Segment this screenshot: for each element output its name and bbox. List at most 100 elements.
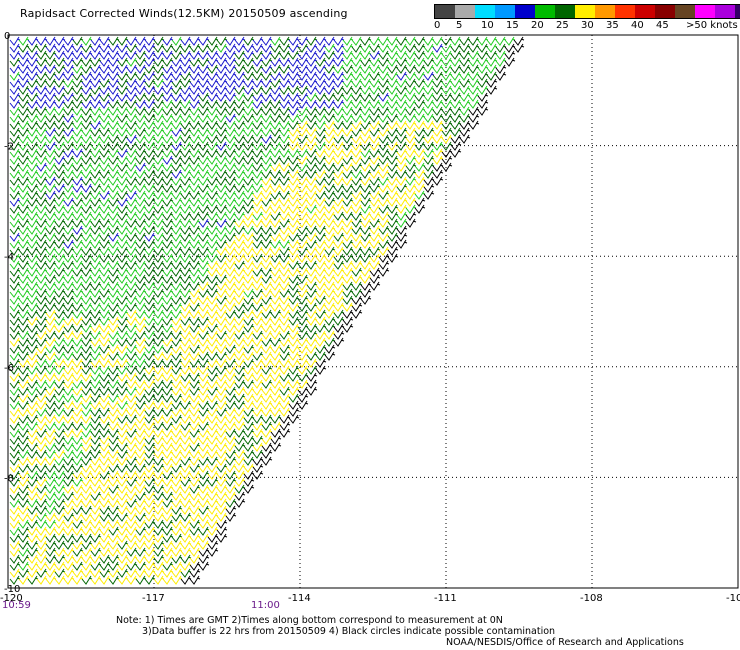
wind-barb <box>252 50 264 60</box>
wind-barb <box>369 85 381 95</box>
wind-barb <box>18 344 30 354</box>
wind-barb <box>198 344 210 354</box>
wind-barb <box>90 323 102 333</box>
wind-barb <box>423 85 435 95</box>
wind-barb <box>180 288 192 298</box>
wind-barb <box>18 260 30 270</box>
wind-barb <box>135 302 147 312</box>
wind-barb <box>198 477 210 487</box>
wind-barb <box>81 498 93 508</box>
wind-barb <box>81 463 93 473</box>
wind-barb <box>72 197 84 207</box>
wind-barb <box>108 218 120 228</box>
wind-barb <box>288 176 300 186</box>
wind-barb <box>171 225 183 235</box>
wind-barb <box>135 92 147 102</box>
wind-barb <box>270 113 282 123</box>
wind-barb <box>63 274 75 284</box>
wind-barb <box>9 232 21 242</box>
wind-barb <box>72 288 84 298</box>
wind-barb <box>198 176 210 186</box>
wind-barb <box>360 78 372 88</box>
wind-barb <box>198 372 210 382</box>
wind-barb <box>423 92 435 102</box>
wind-barb <box>414 106 426 116</box>
wind-barb <box>288 78 300 88</box>
wind-barb <box>54 435 66 445</box>
wind-barb <box>153 463 165 473</box>
wind-barb <box>162 267 174 277</box>
wind-barb <box>153 274 165 284</box>
wind-barb <box>252 183 264 193</box>
wind-barb <box>207 190 219 200</box>
wind-barb <box>306 71 318 81</box>
wind-barb <box>432 85 444 95</box>
wind-barb <box>108 232 120 242</box>
wind-barb <box>99 344 111 354</box>
wind-barb <box>324 309 336 319</box>
wind-barb <box>54 344 66 354</box>
wind-barb <box>189 477 201 487</box>
wind-barb <box>189 183 201 193</box>
wind-barb <box>180 330 192 340</box>
wind-barb <box>81 449 93 459</box>
wind-barb <box>36 498 48 508</box>
wind-barb <box>54 358 66 368</box>
wind-barb <box>450 36 462 46</box>
wind-barb <box>171 246 183 256</box>
wind-barb <box>486 50 498 60</box>
wind-barb <box>216 358 228 368</box>
wind-barb <box>387 246 399 256</box>
wind-barb <box>450 71 462 81</box>
wind-barb <box>54 239 66 249</box>
wind-barb <box>360 169 372 179</box>
wind-barb <box>27 169 39 179</box>
wind-barb <box>405 57 417 67</box>
wind-barb <box>477 43 489 53</box>
wind-barb <box>279 162 291 172</box>
wind-barb <box>99 316 111 326</box>
wind-barb <box>45 120 57 130</box>
wind-barb <box>279 428 291 438</box>
wind-barb <box>45 141 57 151</box>
wind-barb <box>243 85 255 95</box>
wind-barb <box>126 36 138 46</box>
wind-barb <box>117 281 129 291</box>
wind-barb <box>9 239 21 249</box>
wind-barb <box>234 134 246 144</box>
wind-barb <box>243 274 255 284</box>
wind-barb <box>36 183 48 193</box>
wind-barb <box>27 267 39 277</box>
wind-barb <box>63 281 75 291</box>
wind-barb <box>135 400 147 410</box>
wind-barb <box>162 50 174 60</box>
wind-barb <box>207 36 219 46</box>
wind-barb <box>216 414 228 424</box>
wind-barb <box>36 519 48 529</box>
wind-barb <box>405 78 417 88</box>
wind-barb <box>135 218 147 228</box>
wind-barb <box>126 85 138 95</box>
wind-barb <box>117 526 129 536</box>
wind-barb <box>18 575 30 585</box>
wind-barb <box>153 372 165 382</box>
wind-barb <box>306 43 318 53</box>
legend-label-8: 40 <box>631 20 644 31</box>
wind-barb <box>189 309 201 319</box>
wind-barb <box>72 85 84 95</box>
wind-barb <box>108 162 120 172</box>
wind-barb <box>333 260 345 270</box>
wind-barb <box>108 414 120 424</box>
wind-barb <box>81 400 93 410</box>
wind-barb <box>72 36 84 46</box>
wind-barb <box>261 197 273 207</box>
wind-barb <box>27 400 39 410</box>
wind-barb <box>54 155 66 165</box>
wind-barb <box>234 64 246 74</box>
wind-barb <box>117 295 129 305</box>
wind-barb <box>99 267 111 277</box>
wind-barb <box>306 148 318 158</box>
wind-barb <box>54 232 66 242</box>
wind-barb <box>252 155 264 165</box>
wind-barb <box>324 78 336 88</box>
